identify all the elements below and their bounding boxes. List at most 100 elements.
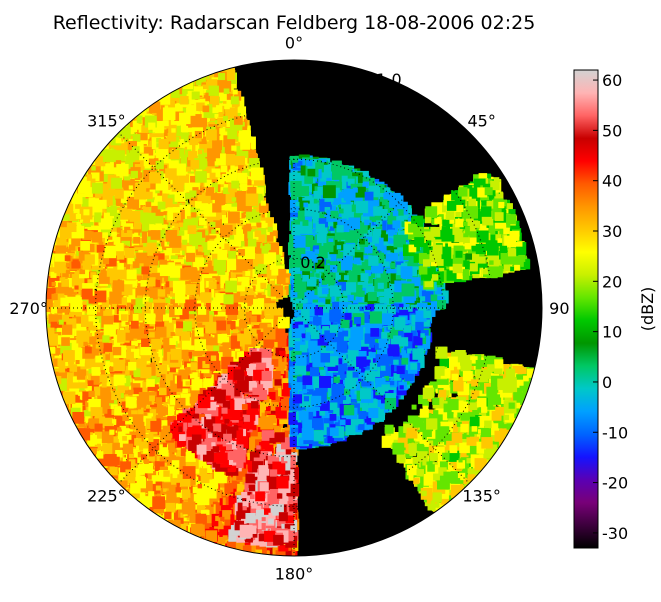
echo-cell (231, 197, 237, 202)
echo-cell (115, 137, 122, 144)
echo-cell (111, 177, 123, 189)
echo-cell (191, 91, 200, 100)
echo-cell (155, 160, 164, 170)
echo-cell (270, 263, 277, 270)
echo-cell (205, 187, 215, 196)
echo-cell (97, 199, 107, 209)
echo-cell (238, 133, 248, 143)
echo-cell (202, 105, 210, 113)
echo-cell (166, 247, 172, 254)
echo-cell (165, 230, 178, 242)
echo-cell (133, 236, 141, 244)
echo-cell (137, 115, 143, 121)
echo-cell (145, 191, 153, 200)
echo-cell (158, 138, 169, 150)
echo-cell (155, 147, 169, 160)
echo-cell (266, 235, 274, 242)
echo-cell (179, 112, 191, 125)
echo-cell (132, 134, 141, 142)
echo-cell (219, 94, 227, 102)
echo-cell (190, 160, 200, 169)
echo-cell (157, 201, 166, 210)
echo-cell (154, 197, 160, 202)
echo-cell (178, 141, 185, 149)
echo-cell (215, 237, 224, 246)
echo-cell (217, 249, 228, 260)
echo-cell (260, 200, 266, 206)
echo-cell (245, 193, 259, 207)
echo-cell (173, 212, 181, 221)
echo-cell (129, 210, 141, 222)
echo-cell (216, 267, 226, 276)
echo-cell (194, 130, 203, 139)
echo-cell (197, 246, 204, 252)
echo-cell (121, 221, 126, 227)
echo-cell (148, 122, 156, 130)
echo-cell (210, 221, 216, 228)
echo-cell (94, 212, 102, 220)
echo-cell (282, 281, 290, 289)
echo-cell (237, 276, 243, 282)
echo-cell (181, 125, 189, 133)
echo-cell (180, 96, 189, 105)
echo-cell (182, 239, 188, 245)
echo-cell (276, 275, 286, 285)
echo-cell (178, 230, 185, 236)
echo-cell (103, 163, 115, 174)
echo-cell (256, 222, 262, 228)
echo-cell (260, 282, 267, 289)
chart-title: Reflectivity: Radarscan Feldberg 18-08-2… (53, 12, 536, 34)
echo-cell (91, 182, 103, 194)
echo-cell (187, 225, 197, 235)
echo-cell (218, 72, 226, 81)
echo-cell (223, 88, 230, 95)
echo-cell (228, 250, 236, 259)
echo-cell (149, 171, 161, 184)
echo-cell (173, 182, 180, 189)
echo-cell (106, 189, 112, 196)
echo-cell (208, 85, 219, 96)
echo-cell (134, 187, 147, 200)
echo-cell (212, 203, 222, 213)
echo-cell (83, 209, 90, 216)
echo-cell (255, 248, 262, 254)
echo-cell (267, 226, 273, 233)
echo-cell (75, 213, 82, 220)
echo-cell (205, 129, 217, 141)
echo-cell (174, 223, 179, 228)
echo-cell (223, 115, 228, 121)
echo-cell (116, 163, 129, 177)
echo-cell (238, 249, 245, 256)
echo-cell (195, 171, 207, 183)
echo-cell (247, 238, 257, 248)
echo-cell (231, 145, 237, 151)
echo-cell (227, 129, 238, 140)
echo-cell (150, 230, 161, 240)
echo-cell (245, 270, 251, 276)
echo-cell (240, 183, 248, 191)
echo-cell (236, 233, 245, 242)
echo-cell (141, 220, 149, 228)
echo-cell (185, 142, 190, 147)
echo-cell (133, 222, 142, 230)
echo-cell (87, 174, 93, 180)
echo-cell (245, 205, 252, 212)
reflectivity-field (46, 67, 539, 556)
echo-cell (229, 235, 235, 240)
echo-cell (130, 170, 138, 179)
echo-cell (145, 201, 151, 207)
echo-cell (185, 192, 191, 199)
echo-cell (114, 189, 124, 199)
echo-cell (186, 252, 196, 262)
echo-cell (110, 205, 117, 212)
echo-cell (170, 149, 180, 160)
echo-cell (239, 240, 249, 250)
echo-cell (197, 149, 203, 155)
echo-cell (218, 112, 224, 118)
echo-cell (228, 211, 240, 224)
echo-cell (191, 212, 197, 218)
echo-cell (100, 218, 113, 230)
echo-cell (207, 240, 217, 250)
